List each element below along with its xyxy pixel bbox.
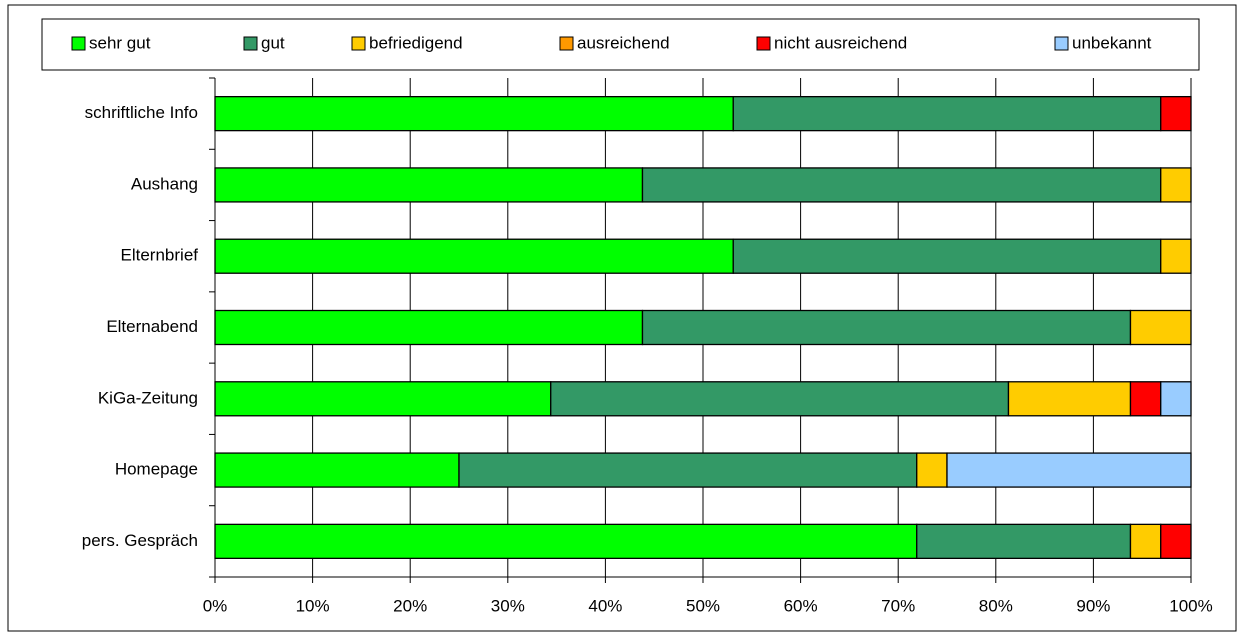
bar-segment xyxy=(214,95,734,132)
bar-segment xyxy=(1160,523,1192,560)
legend-swatch xyxy=(756,36,771,51)
bar-segment xyxy=(916,452,948,488)
x-tick-label: 50% xyxy=(686,596,720,615)
y-tick-label: Elternbrief xyxy=(121,246,199,265)
bar-segment xyxy=(916,523,1132,560)
y-tick-label: KiGa-Zeitung xyxy=(98,388,198,407)
x-tick-label: 90% xyxy=(1076,596,1110,615)
x-tick-label: 20% xyxy=(393,596,427,615)
bar-segment xyxy=(1160,167,1192,203)
bar-segment xyxy=(732,238,1162,274)
legend-label: unbekannt xyxy=(1072,33,1152,52)
x-tick-label: 80% xyxy=(979,596,1013,615)
legend-box xyxy=(41,18,1200,71)
legend-swatch xyxy=(71,36,86,51)
x-tick-label: 70% xyxy=(881,596,915,615)
x-tick-label: 30% xyxy=(491,596,525,615)
bar-segment xyxy=(1160,238,1192,274)
x-tick-label: 60% xyxy=(784,596,818,615)
y-tick-label: Elternabend xyxy=(106,317,198,336)
legend-swatch xyxy=(559,36,574,51)
bar-segment xyxy=(732,95,1162,132)
legend-swatch xyxy=(351,36,366,51)
legend-label: sehr gut xyxy=(89,33,151,52)
legend-label: befriedigend xyxy=(369,33,463,52)
y-tick-label: Aushang xyxy=(131,174,198,193)
x-tick-label: 100% xyxy=(1169,596,1212,615)
bar-segment xyxy=(214,309,644,346)
bar-segment xyxy=(641,309,1132,346)
bar-segment xyxy=(1007,381,1132,417)
bar-segment xyxy=(214,452,460,488)
bar-segment xyxy=(1129,309,1192,346)
y-tick-label: pers. Gespräch xyxy=(82,531,198,550)
bar-segment xyxy=(946,452,1192,488)
legend-swatch xyxy=(1054,36,1069,51)
bar-segment xyxy=(214,238,734,274)
bar-segment xyxy=(550,381,1010,417)
bar-segment xyxy=(214,167,644,203)
legend-label: gut xyxy=(261,33,285,52)
legend-swatch xyxy=(243,36,258,51)
bar-segment xyxy=(214,523,918,560)
x-tick-label: 40% xyxy=(588,596,622,615)
bar-segment xyxy=(1129,523,1162,560)
legend-label: nicht ausreichend xyxy=(774,33,907,52)
y-tick-label: schriftliche Info xyxy=(85,103,198,122)
bar-segment xyxy=(1129,381,1162,417)
x-tick-label: 0% xyxy=(203,596,228,615)
bar-segment xyxy=(214,381,552,417)
x-tick-label: 10% xyxy=(296,596,330,615)
bar-segment xyxy=(458,452,918,488)
y-tick-label: Homepage xyxy=(115,460,198,479)
legend-label: ausreichend xyxy=(577,33,670,52)
bar-segment xyxy=(1160,95,1192,132)
bar-segment xyxy=(641,167,1162,203)
bar-segment xyxy=(1160,381,1192,417)
